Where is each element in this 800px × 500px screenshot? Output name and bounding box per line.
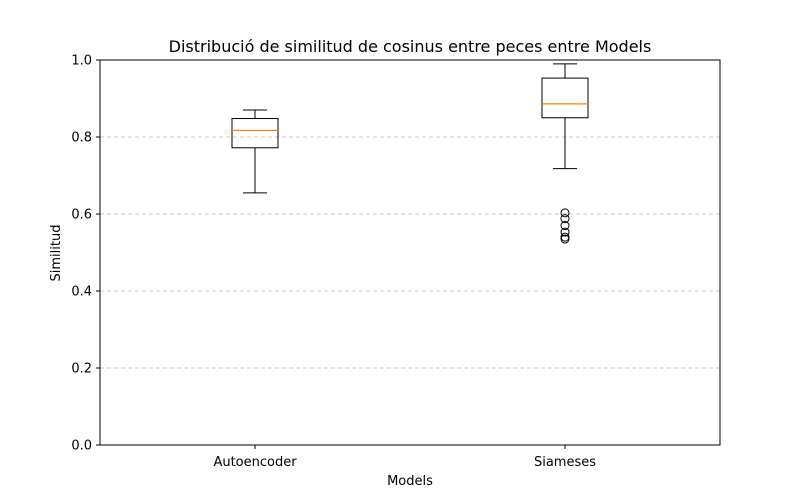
x-tick-label: Siameses — [534, 455, 596, 470]
y-tick-label: 0.2 — [71, 362, 92, 377]
outlier-point — [560, 214, 570, 224]
outlier-point — [560, 232, 570, 242]
iqr-box — [231, 118, 279, 149]
outlier-point — [560, 227, 570, 237]
y-tick-label: 0.0 — [71, 439, 92, 454]
y-tick-label: 0.4 — [71, 285, 92, 300]
outlier-point — [560, 234, 570, 244]
outlier-point — [560, 208, 570, 218]
y-tick-label: 1.0 — [71, 54, 92, 69]
y-axis-label: Similitud — [49, 225, 64, 282]
x-axis-label: Models — [387, 474, 433, 489]
box-plots — [231, 63, 589, 244]
box-plot-autoencoder — [231, 109, 279, 194]
box-plot-siameses — [541, 63, 589, 244]
plot-frame — [99, 59, 721, 446]
iqr-box — [541, 77, 589, 119]
chart-title: Distribució de similitud de cosinus entr… — [169, 37, 652, 56]
axis-ticks: 0.0 0.2 0.4 0.6 0.8 1.0 Autoencoder Siameses — [71, 54, 596, 471]
x-tick-label: Autoencoder — [213, 455, 297, 470]
y-tick-label: 0.6 — [71, 208, 92, 223]
grid-lines — [100, 136, 720, 369]
y-tick-label: 0.8 — [71, 131, 92, 146]
outlier-point — [560, 221, 570, 231]
